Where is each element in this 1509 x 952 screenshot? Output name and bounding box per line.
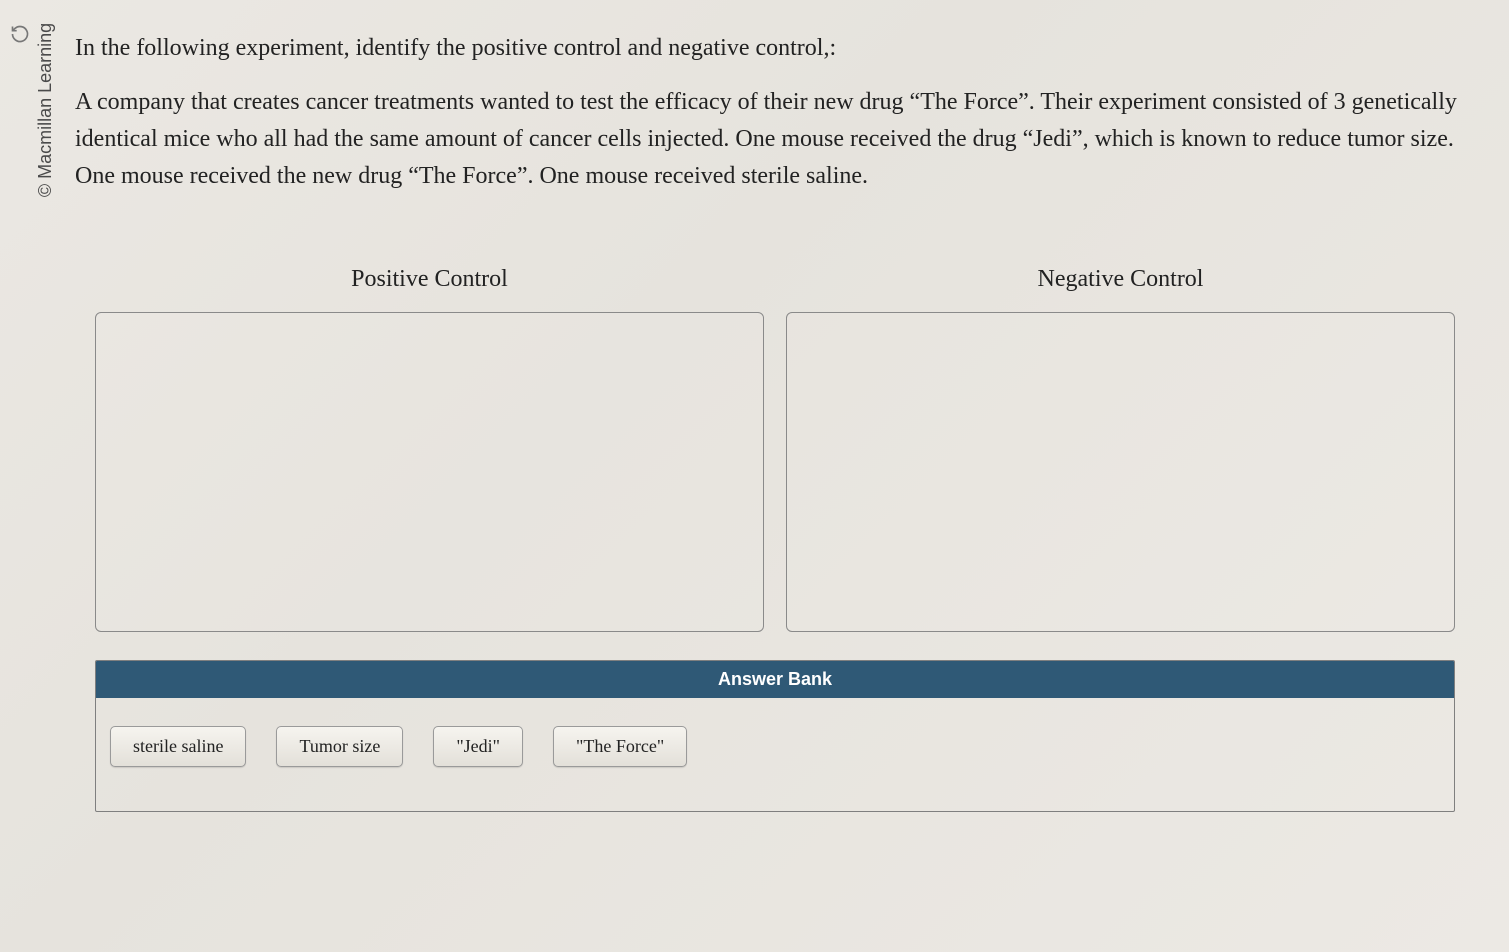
- negative-control-dropzone[interactable]: [786, 312, 1455, 632]
- positive-control-label: Positive Control: [95, 266, 764, 298]
- page-root: © Macmillan Learning In the following ex…: [0, 0, 1509, 952]
- answer-chip-sterile-saline[interactable]: sterile saline: [110, 726, 246, 767]
- negative-control-column: Negative Control: [786, 266, 1455, 632]
- answer-bank: Answer Bank sterile saline Tumor size "J…: [95, 660, 1455, 812]
- answer-bank-header: Answer Bank: [96, 661, 1454, 698]
- answer-bank-body: sterile saline Tumor size "Jedi" "The Fo…: [96, 698, 1454, 811]
- positive-control-column: Positive Control: [95, 266, 764, 632]
- answer-chip-tumor-size[interactable]: Tumor size: [276, 726, 403, 767]
- answer-chip-the-force[interactable]: "The Force": [553, 726, 687, 767]
- positive-control-dropzone[interactable]: [95, 312, 764, 632]
- question-content: In the following experiment, identify th…: [75, 30, 1475, 812]
- negative-control-label: Negative Control: [786, 266, 1455, 298]
- copyright-label: © Macmillan Learning: [35, 23, 56, 197]
- reset-icon[interactable]: [10, 24, 30, 44]
- dropzone-row: Positive Control Negative Control: [95, 266, 1455, 632]
- scenario-text: A company that creates cancer treatments…: [75, 84, 1475, 196]
- answer-chip-jedi[interactable]: "Jedi": [433, 726, 523, 767]
- prompt-text: In the following experiment, identify th…: [75, 30, 1475, 66]
